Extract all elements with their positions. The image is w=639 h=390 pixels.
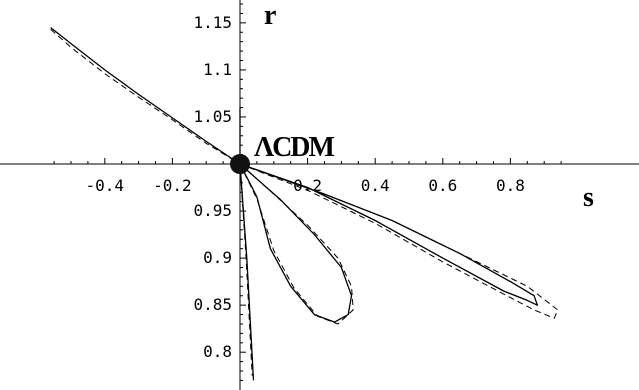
contour-dashed-1 (50, 29, 241, 165)
y-tick-label: 1.05 (193, 107, 232, 126)
contour-solid-4 (239, 163, 353, 323)
x-tick-label: -0.4 (86, 176, 125, 195)
contour-dashed-7 (239, 163, 253, 376)
y-tick-label: 0.95 (193, 201, 232, 220)
curves-group (50, 27, 559, 381)
lcdm-label: ΛCDM (254, 132, 335, 163)
y-tick-label: 0.9 (203, 248, 232, 267)
contour-solid-0 (50, 27, 241, 165)
x-tick-label: 0.4 (361, 176, 390, 195)
y-tick-label: 1.1 (203, 60, 232, 79)
x-ticks (53, 158, 562, 164)
x-tick-label: 0.2 (293, 176, 322, 195)
x-tick-label: -0.2 (153, 176, 192, 195)
x-tick-label: 0.8 (496, 176, 525, 195)
y-tick-labels: 0.8 0.85 0.9 0.95 1.05 1.1 1.15 (193, 13, 232, 361)
y-tick-label: 0.85 (193, 295, 232, 314)
contour-solid-6 (239, 107, 255, 381)
y-axis-title: r (264, 0, 276, 31)
y-ticks (240, 3, 246, 381)
y-tick-label: 1.15 (193, 13, 232, 32)
x-tick-label: 0.6 (428, 176, 457, 195)
x-axis-title: s (583, 182, 594, 213)
lcdm-point-marker (230, 154, 250, 174)
y-tick-label: 0.8 (203, 342, 232, 361)
contour-solid-2 (239, 163, 539, 306)
contour-dashed-3 (239, 163, 559, 319)
contour-dashed-5 (239, 163, 354, 325)
x-tick-labels: -0.4 -0.2 0.2 0.4 0.6 0.8 (86, 176, 525, 195)
